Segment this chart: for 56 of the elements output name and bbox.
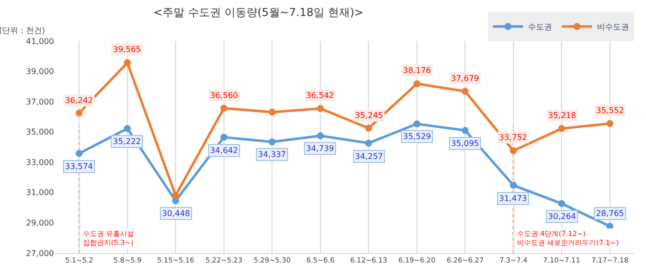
data-label: 38,176 <box>403 66 431 75</box>
data-label: 34,257 <box>355 152 383 161</box>
data-label: 36,542 <box>306 91 334 100</box>
point <box>558 200 566 208</box>
point <box>76 150 83 157</box>
y-tick-label: 29,000 <box>26 218 54 228</box>
point <box>220 134 228 141</box>
point <box>413 120 420 128</box>
y-tick-label: 41,000 <box>26 36 54 46</box>
point <box>413 80 420 88</box>
point <box>220 104 228 112</box>
data-label: 33,574 <box>65 162 93 171</box>
point <box>172 192 180 199</box>
data-label: 35,222 <box>113 137 141 146</box>
chart-title: <주말 수도권 이동량(5월~7.18일 현재)> <box>153 6 364 20</box>
data-label: 34,739 <box>306 144 334 153</box>
y-tick-label: 37,000 <box>26 97 54 106</box>
point <box>268 108 276 116</box>
data-label: 36,560 <box>210 91 238 100</box>
y-tick-label: 31,000 <box>26 188 54 198</box>
point <box>268 138 276 146</box>
point <box>365 140 372 147</box>
point <box>124 125 131 132</box>
point <box>510 147 517 154</box>
data-label: 35,245 <box>355 111 383 120</box>
point <box>606 120 614 127</box>
data-label: 33,752 <box>499 133 527 142</box>
data-label: 35,529 <box>403 132 431 141</box>
point <box>558 125 566 132</box>
point <box>316 105 324 112</box>
point <box>124 59 131 66</box>
data-label: 34,642 <box>210 146 238 155</box>
y-tick-label: 35,000 <box>26 128 54 137</box>
point <box>462 88 469 95</box>
legend-label: 비수도권 <box>597 22 629 32</box>
data-label: 30,264 <box>548 212 576 221</box>
text: (단위 : 천건) <box>0 26 46 35</box>
point <box>76 110 83 117</box>
point <box>462 126 469 134</box>
data-label: 35,552 <box>596 106 624 115</box>
y-tick-label: 33,000 <box>26 158 54 167</box>
data-label: 39,565 <box>113 45 141 54</box>
data-label: 30,448 <box>162 209 190 218</box>
data-label: 35,218 <box>548 111 576 120</box>
legend-label: 수도권 <box>528 22 552 32</box>
y-tick-label: 39,000 <box>26 67 54 76</box>
point <box>510 182 517 189</box>
point <box>365 124 372 132</box>
data-label: 28,765 <box>596 209 624 218</box>
data-label: 36,242 <box>65 96 93 105</box>
data-label: 31,473 <box>499 194 527 203</box>
data-label: 37,679 <box>451 74 479 83</box>
point <box>316 132 324 140</box>
y-tick-label: 27,000 <box>26 248 54 258</box>
data-label: 35,095 <box>451 139 479 148</box>
data-label: 34,337 <box>258 150 286 159</box>
